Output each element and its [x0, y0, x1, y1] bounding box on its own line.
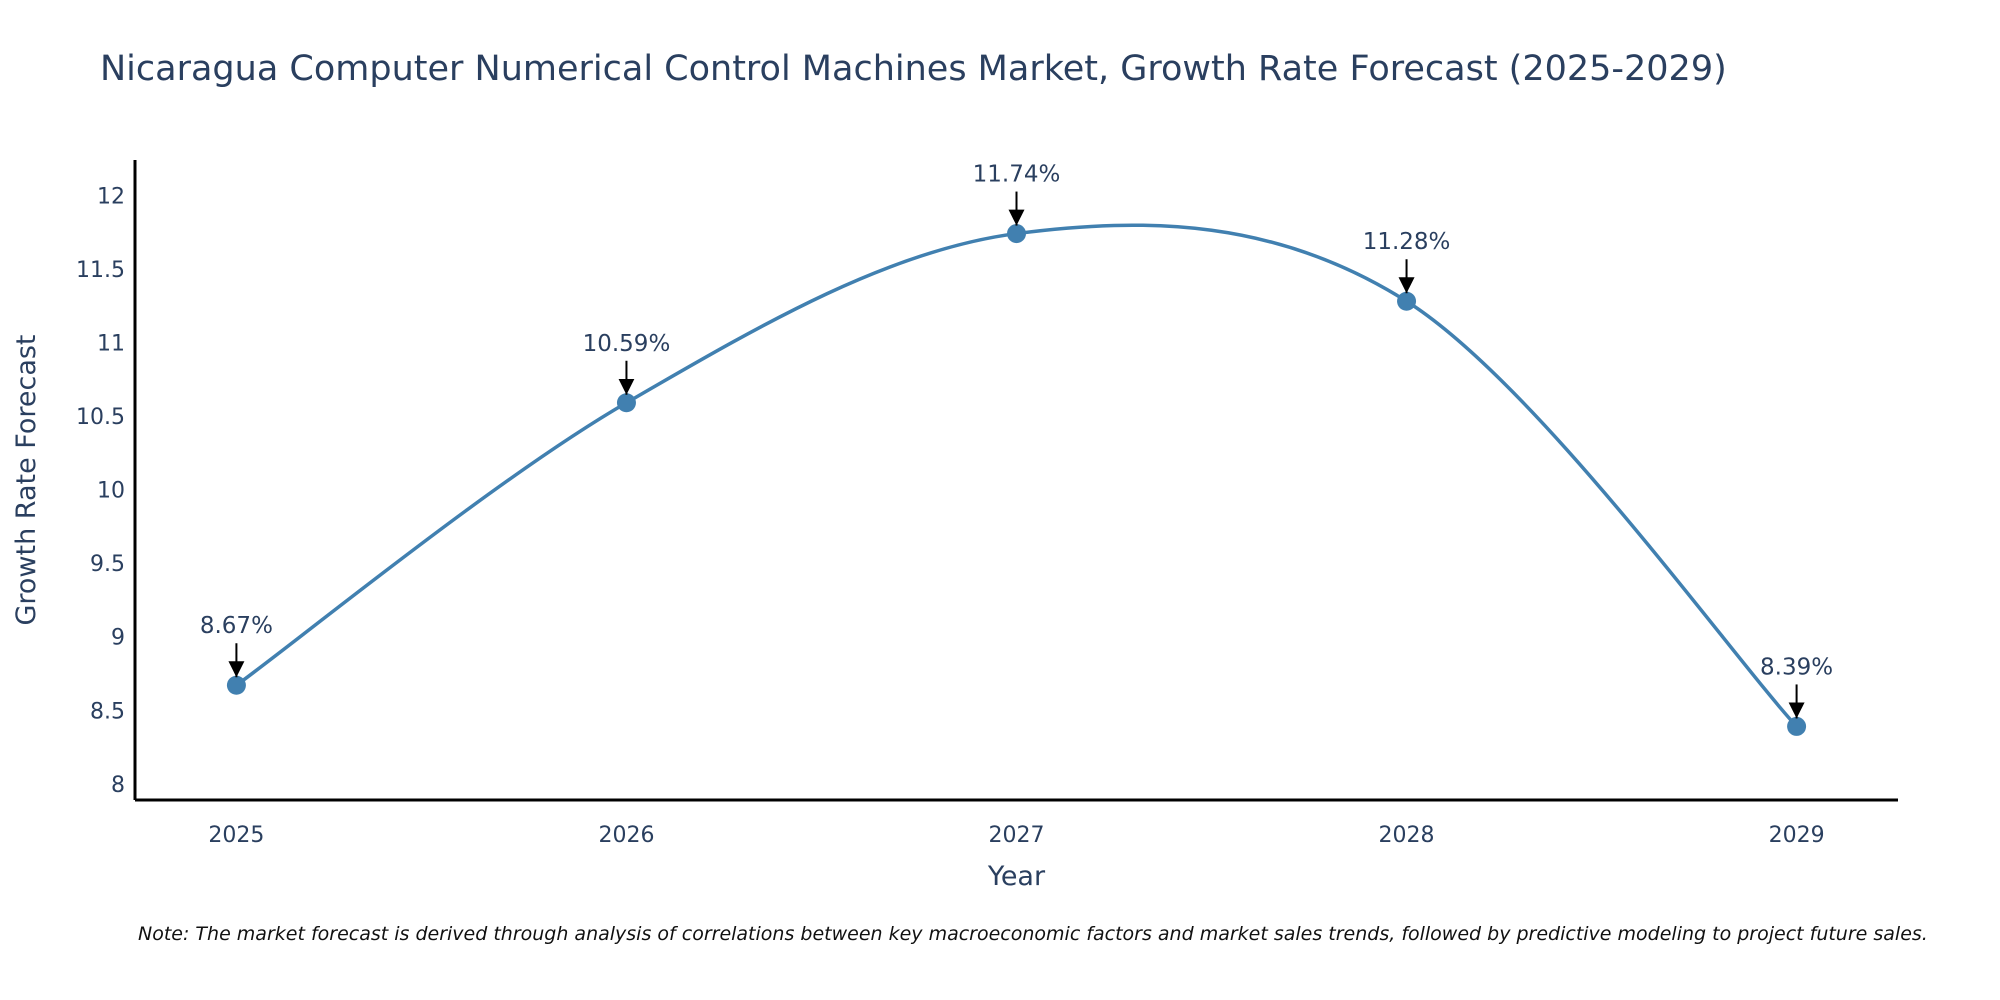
x-tick-label: 2026	[598, 823, 654, 848]
y-axis-title: Growth Rate Forecast	[11, 334, 42, 625]
x-tick-label: 2025	[208, 823, 264, 848]
chart-title: Nicaragua Computer Numerical Control Mac…	[100, 49, 1727, 89]
y-tick-label: 10	[97, 479, 125, 504]
y-tick-label: 9.5	[90, 552, 125, 577]
data-label: 8.39%	[1760, 654, 1833, 680]
data-point	[226, 675, 246, 695]
y-tick-label: 10.5	[76, 405, 125, 430]
data-label: 11.28%	[1363, 229, 1451, 255]
series-line	[235, 223, 1798, 728]
data-label: 11.74%	[973, 162, 1061, 188]
y-tick-label: 8	[111, 773, 125, 798]
data-label: 10.59%	[583, 331, 671, 357]
x-tick-label: 2027	[989, 823, 1045, 848]
plot-area: 8 8.5 9 9.5 10 10.5 11 11.5 12 2025 2026 2027 2028 20…	[76, 160, 1898, 848]
data-point	[1787, 716, 1807, 736]
x-axis-title: Year	[987, 861, 1046, 892]
x-tick-label: 2028	[1379, 823, 1435, 848]
data-label: 8.67%	[200, 613, 273, 639]
y-tick-label: 11	[97, 331, 125, 356]
x-tick-label: 2029	[1769, 823, 1825, 848]
y-tick-label: 9	[111, 626, 125, 651]
data-point	[616, 393, 636, 413]
y-tick-label: 8.5	[90, 699, 125, 724]
y-tick-label: 12	[97, 184, 125, 209]
y-tick-label: 11.5	[76, 258, 125, 283]
data-point	[1007, 224, 1026, 244]
data-point	[1397, 291, 1417, 311]
footnote: Note: The market forecast is derived thr…	[138, 923, 1928, 945]
